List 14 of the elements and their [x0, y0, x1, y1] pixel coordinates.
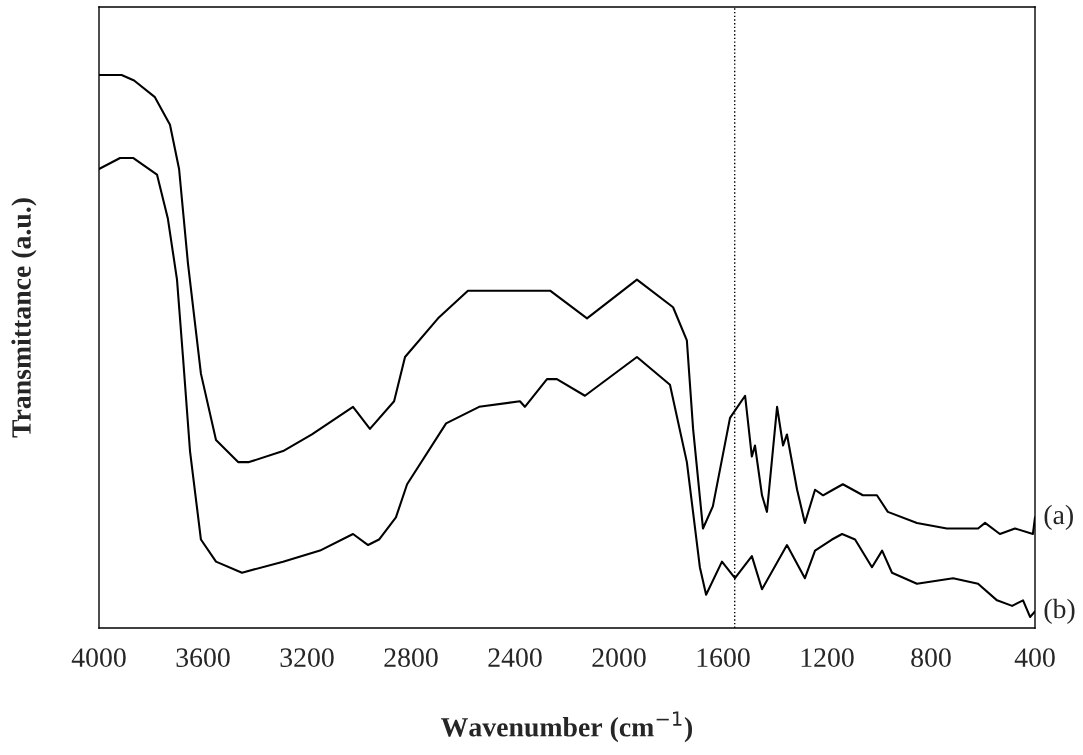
x-tick-label: 2400 [488, 648, 542, 667]
x-axis-title: Wavenumber (cm$^{−1}$) [441, 711, 693, 743]
series-label: (b) [1044, 598, 1075, 625]
x-tick-label: 4000 [71, 648, 126, 667]
x-tick-label: 2800 [384, 648, 438, 667]
series-label: (a) [1044, 504, 1073, 530]
x-tick-label: 1600 [697, 648, 750, 667]
y-axis-title: Transmittance (a.u.) [11, 198, 37, 438]
x-tick-label: 2000 [592, 648, 646, 667]
x-tick-label: 400 [1014, 648, 1055, 667]
x-tick-label: 3600 [176, 648, 230, 667]
x-tick-label: 3200 [280, 648, 334, 667]
x-tick-label: 800 [911, 648, 951, 667]
x-tick-label: 1200 [801, 648, 854, 667]
